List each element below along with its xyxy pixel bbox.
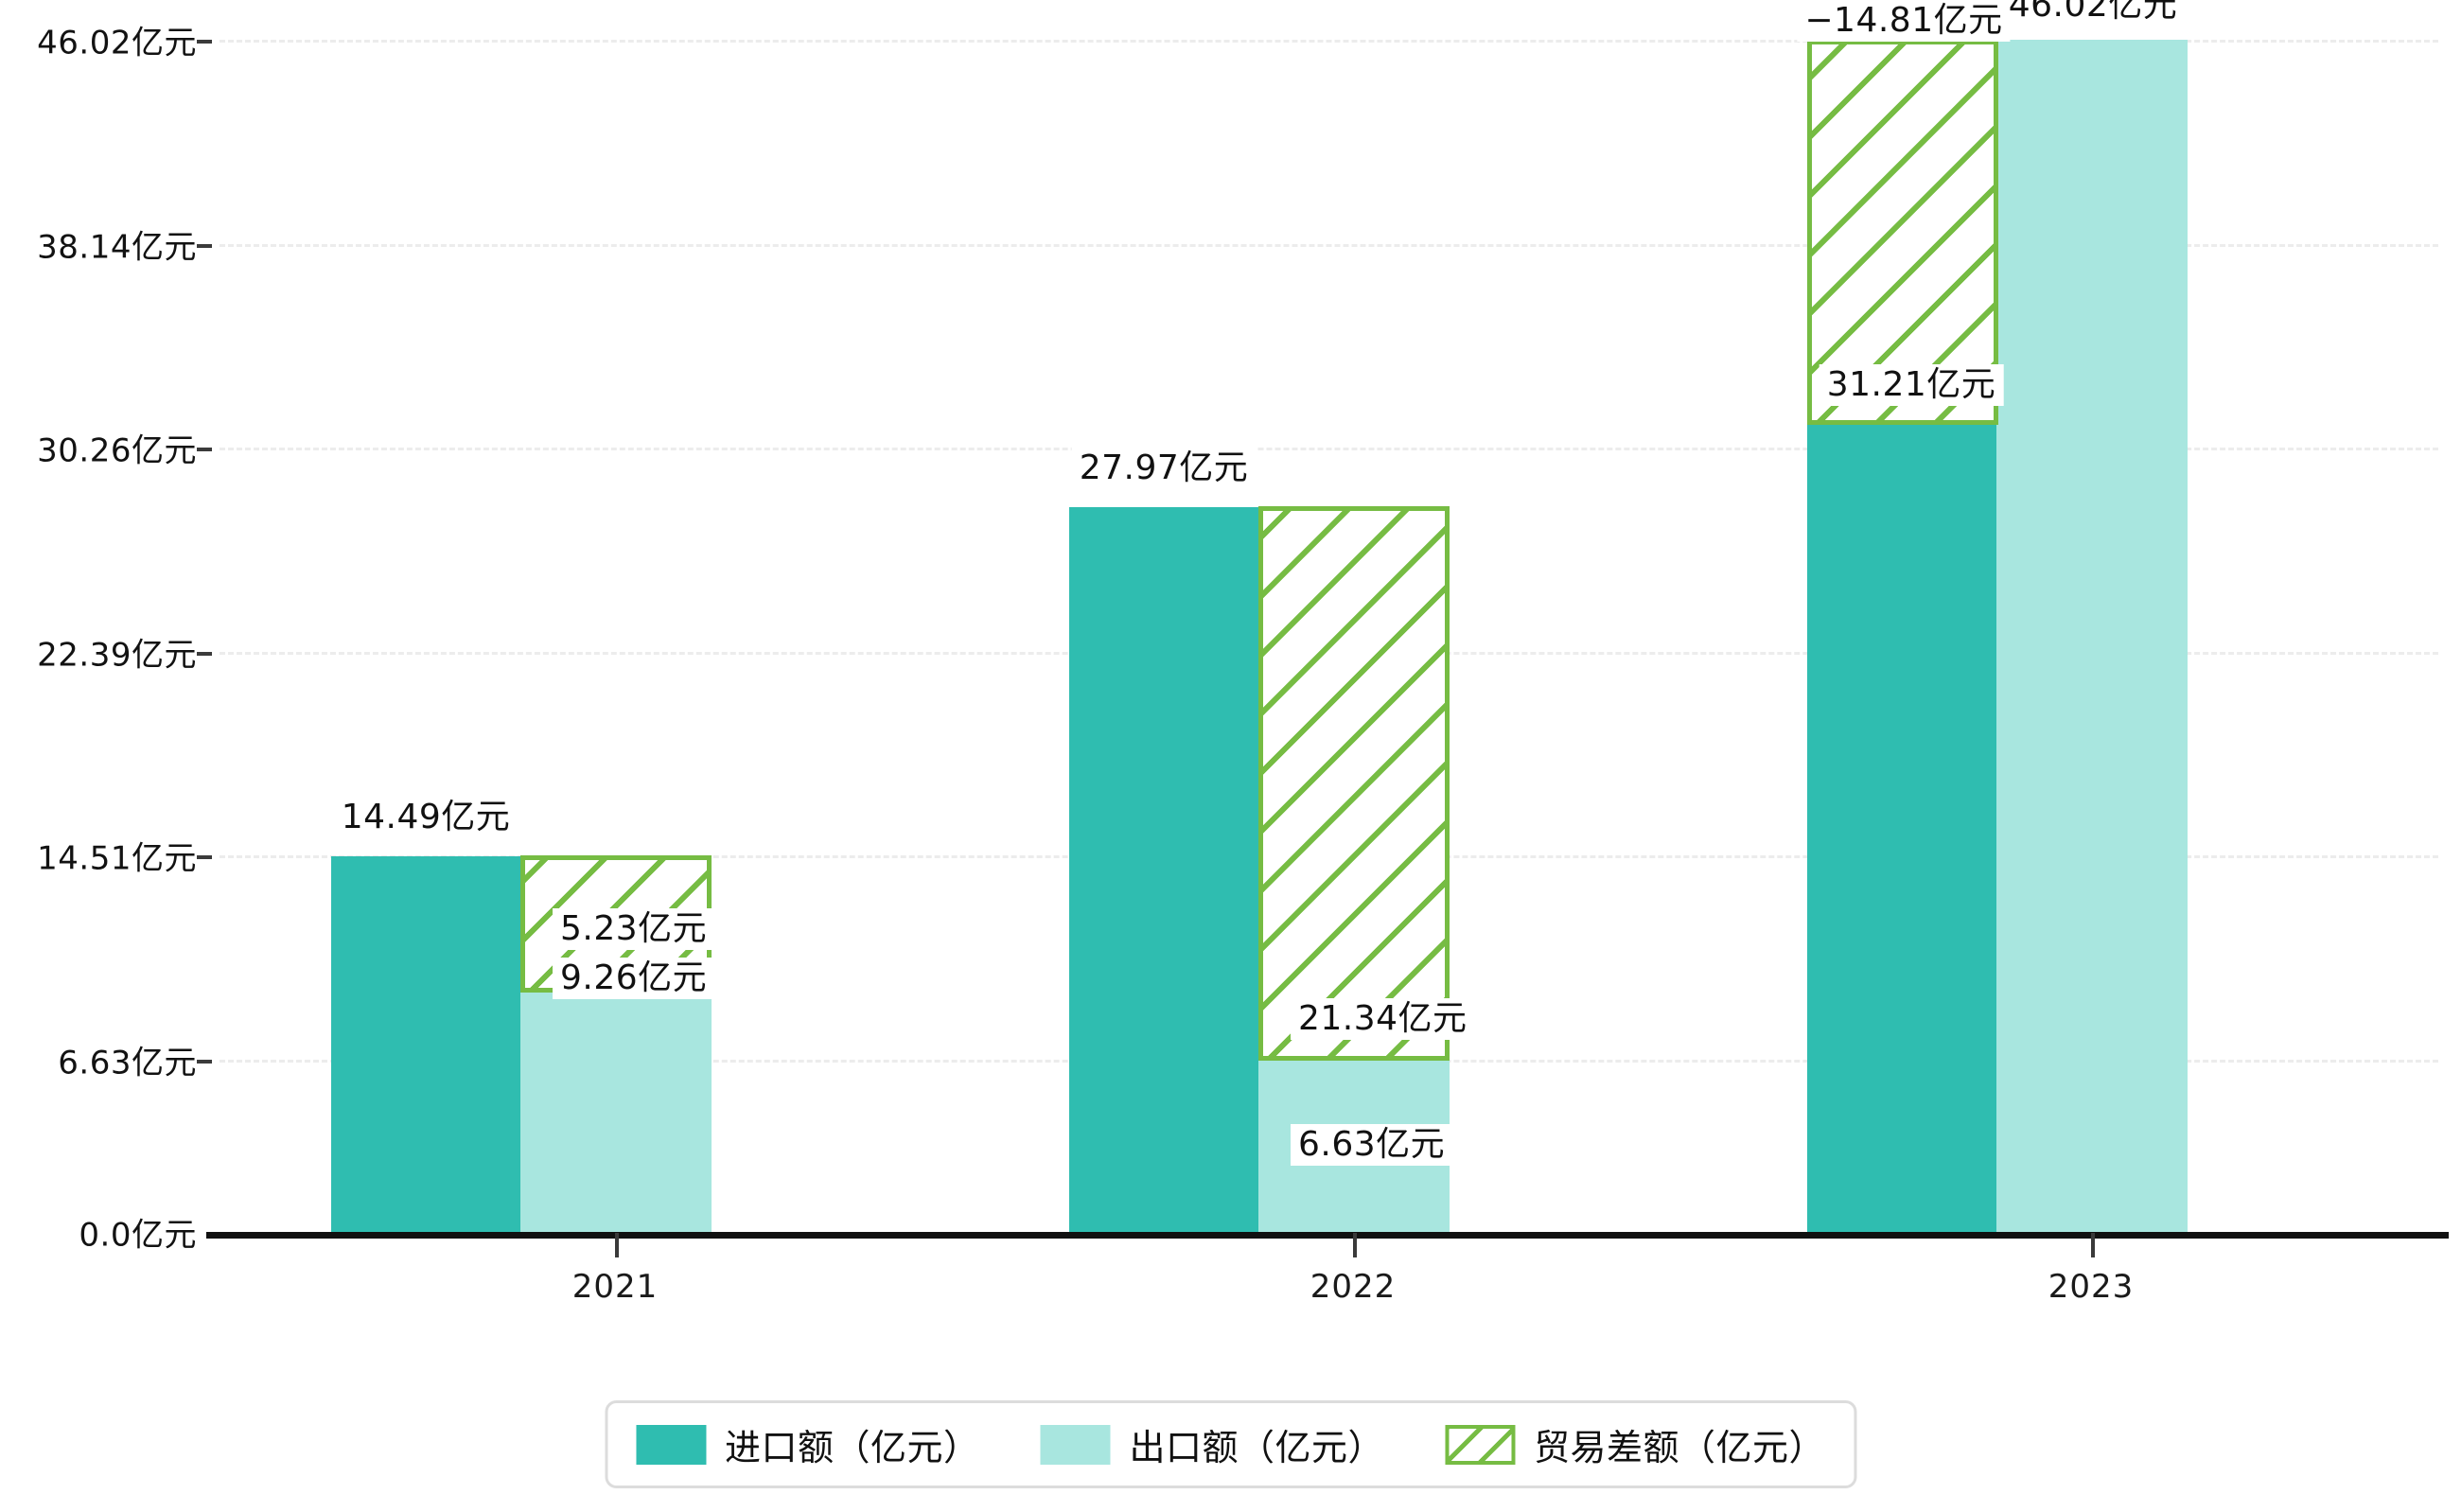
x-tick-mark-2021 (615, 1233, 619, 1257)
x-axis-label-2023: 2023 (2048, 1268, 2135, 1306)
gridline-46 (220, 40, 2438, 43)
y-axis-label-4: 30.26亿元 (37, 431, 197, 470)
x-axis-line (206, 1232, 2449, 1239)
bar-diff-2022[interactable] (1258, 506, 1450, 1061)
value-label-diff-2023: −14.81亿元 (1797, 0, 2011, 43)
x-axis-label-2022: 2022 (1310, 1268, 1397, 1306)
y-tick-mark-2 (197, 855, 212, 859)
y-tick-mark-5 (197, 244, 212, 248)
legend-swatch-import-icon (635, 1424, 706, 1465)
legend-label-export: 出口额（亿元） (1129, 1427, 1385, 1468)
x-axis-label-2021: 2021 (571, 1268, 659, 1306)
y-tick-mark-1 (197, 1060, 212, 1064)
bar-export-2023[interactable] (1996, 40, 2188, 1232)
gridline-30 (220, 448, 2438, 450)
value-label-export-2021: 9.26亿元 (553, 958, 715, 1000)
legend-item-export[interactable]: 出口额（亿元） (1040, 1418, 1384, 1470)
legend-label-trade-diff: 贸易差额（亿元） (1534, 1427, 1826, 1468)
plot-area: 14.49亿元 5.23亿元 9.26亿元 27.97亿元 21.34亿元 6.… (197, 0, 2438, 1232)
y-tick-mark-4 (197, 448, 212, 451)
bar-export-2021[interactable] (520, 992, 712, 1232)
value-label-diff-2022: 21.34亿元 (1291, 998, 1475, 1041)
x-tick-mark-2022 (1353, 1233, 1357, 1257)
y-axis-label-5: 38.14亿元 (37, 228, 197, 267)
y-axis-label-1: 6.63亿元 (58, 1044, 197, 1082)
legend-swatch-trade-diff-icon (1445, 1424, 1516, 1465)
bar-import-2022[interactable] (1069, 507, 1258, 1232)
x-tick-mark-2023 (2091, 1233, 2095, 1257)
y-axis-label-2: 14.51亿元 (37, 839, 197, 878)
value-label-import-2023: 31.21亿元 (1819, 364, 2004, 407)
value-label-diff-2021: 5.23亿元 (553, 908, 715, 951)
value-label-import-2022: 27.97亿元 (1071, 448, 1257, 490)
value-label-export-2022: 6.63亿元 (1291, 1124, 1453, 1167)
y-tick-mark-6 (197, 40, 212, 44)
legend-swatch-export-icon (1040, 1424, 1111, 1465)
bar-import-2021[interactable] (331, 856, 520, 1232)
gridline-38 (220, 244, 2438, 247)
legend-item-import[interactable]: 进口额（亿元） (635, 1418, 980, 1470)
bar-diff-2023[interactable] (1807, 40, 1998, 425)
legend-item-trade-diff[interactable]: 贸易差额（亿元） (1445, 1418, 1825, 1470)
value-label-import-2021: 14.49亿元 (333, 797, 519, 839)
chart-legend: 进口额（亿元） 出口额（亿元） 贸易差额（亿元） (604, 1400, 1857, 1488)
bar-import-2023[interactable] (1807, 424, 1996, 1232)
y-axis-label-0: 0.0亿元 (79, 1216, 197, 1255)
legend-label-import: 进口额（亿元） (724, 1427, 980, 1468)
y-axis-label-6: 46.02亿元 (37, 24, 197, 62)
y-axis-label-3: 22.39亿元 (37, 636, 197, 675)
y-tick-mark-3 (197, 652, 212, 656)
value-label-export-2023: 46.02亿元 (2000, 0, 2186, 27)
